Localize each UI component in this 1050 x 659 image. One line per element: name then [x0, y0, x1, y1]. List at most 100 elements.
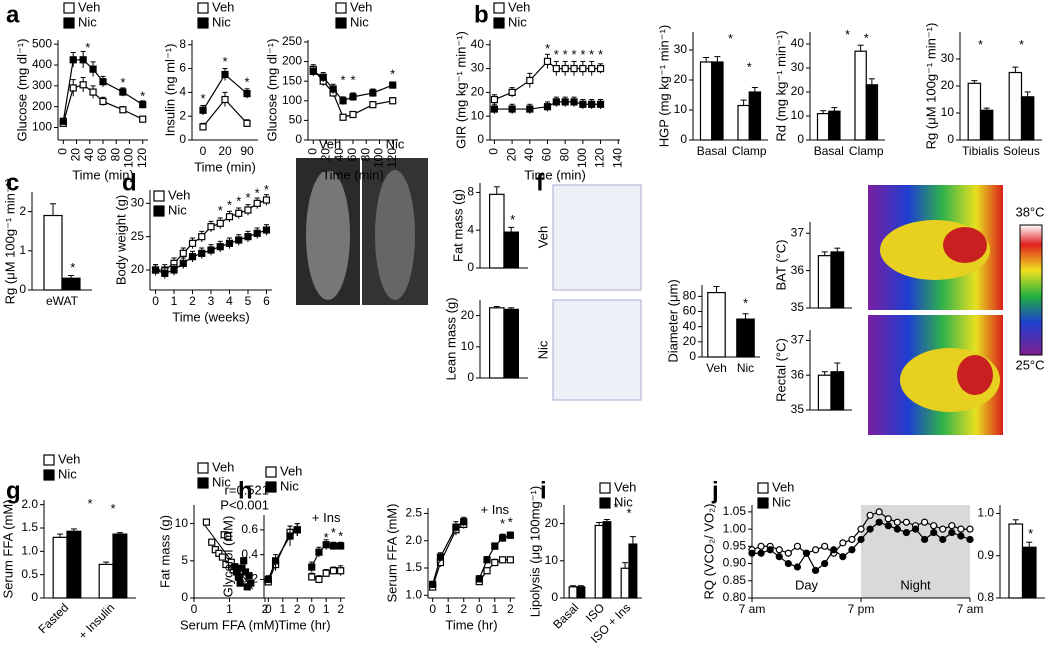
stat-label: r=0.521	[225, 482, 269, 497]
bar	[736, 318, 755, 358]
legend-swatch	[265, 466, 277, 478]
point	[99, 78, 107, 86]
annotation: *	[845, 27, 850, 42]
bar	[1020, 96, 1035, 141]
point	[875, 518, 883, 526]
x-tick-label: 0	[265, 602, 272, 616]
point	[244, 206, 252, 214]
y-tick-label: 20	[791, 84, 805, 98]
y-tick-label: 1.0	[21, 544, 38, 558]
point	[757, 549, 765, 557]
y-tick-label: 0.95	[723, 539, 747, 553]
y-tick-label: 0	[19, 282, 26, 296]
y-axis-label: Glycerol (mM)	[220, 516, 235, 598]
point	[866, 525, 874, 533]
legend-swatch	[43, 469, 55, 481]
point	[588, 64, 596, 73]
x-axis-label: Time (min)	[322, 167, 384, 182]
x-tick-label: 120	[593, 148, 607, 168]
x-tick-label: 80	[108, 148, 122, 162]
legend-swatch	[493, 2, 505, 14]
annotation: *	[510, 212, 515, 227]
point	[207, 246, 215, 254]
legend-label: Nic	[280, 478, 299, 493]
x-tick-label: 7 pm	[848, 602, 875, 616]
panel-label: d	[122, 169, 137, 196]
point	[199, 123, 207, 131]
y-tick-label: 4	[467, 222, 474, 236]
bar	[816, 112, 830, 141]
x-tick-label: 40	[82, 148, 96, 162]
point	[526, 105, 534, 113]
legend-swatch	[197, 462, 209, 474]
annotation: *	[545, 41, 550, 56]
point	[748, 549, 756, 557]
scale-label: 25°C	[1015, 357, 1044, 372]
y-tick-label: 1.05	[723, 504, 747, 518]
annotation: *	[598, 47, 603, 62]
point	[262, 196, 271, 204]
x-tick-label: 0	[487, 148, 501, 155]
bar	[620, 567, 630, 599]
y-tick-label: 30	[471, 61, 485, 75]
legend-label: Veh	[58, 451, 80, 466]
bar	[817, 255, 832, 309]
point	[315, 575, 323, 584]
bar	[1008, 71, 1023, 141]
annotation: *	[563, 47, 568, 62]
y-axis-label: BAT (°C)	[773, 240, 788, 291]
y-tick-label: 500	[32, 36, 52, 50]
legend-swatch	[153, 205, 165, 217]
legend-label: Veh	[78, 0, 100, 14]
bar	[1008, 523, 1024, 599]
point	[369, 89, 377, 97]
point	[337, 567, 345, 575]
bar	[594, 524, 604, 599]
point	[821, 542, 829, 550]
x-tick-label: 1	[445, 602, 452, 616]
bar	[737, 104, 750, 141]
annotation: *	[613, 500, 618, 515]
bar	[967, 82, 982, 141]
point	[948, 528, 956, 537]
y-tick-label: 0	[680, 132, 687, 146]
point	[490, 105, 499, 113]
point	[460, 518, 468, 526]
point	[225, 213, 234, 221]
y-tick-label: 50	[289, 113, 303, 127]
y-axis-label: Rd (mg kg⁻¹ min⁻¹)	[773, 30, 788, 141]
point	[235, 209, 243, 217]
point	[561, 64, 569, 73]
y-tick-label: 0.2	[241, 572, 258, 586]
point	[848, 546, 856, 554]
x-tick-label: 1	[491, 602, 498, 616]
y-axis-label: Rg (μM 100g⁻¹ min⁻¹)	[923, 23, 938, 150]
panel-label: h	[238, 477, 253, 504]
point	[59, 117, 67, 125]
y-tick-label: 20	[471, 85, 485, 99]
scale-label: 38°C	[1015, 204, 1044, 219]
legend-swatch	[63, 2, 75, 14]
legend-label: Veh	[508, 0, 530, 14]
x-tick-label: 2	[507, 602, 514, 616]
legend-swatch	[599, 497, 611, 509]
y-tick-label: 8	[467, 185, 474, 199]
point	[225, 239, 234, 247]
y-tick-label: 0	[477, 132, 484, 146]
point	[902, 518, 911, 526]
x-tick-label: 2	[262, 602, 269, 616]
y-tick-label: 0	[551, 590, 558, 604]
point	[939, 535, 947, 544]
point	[308, 573, 316, 581]
y-tick-label: 0.80	[723, 590, 747, 604]
point	[339, 113, 347, 121]
annotation: *	[110, 501, 115, 516]
y-axis-label: Fat mass (g)	[157, 515, 172, 588]
annotation: *	[331, 525, 336, 540]
legend-label: Nic	[508, 14, 527, 29]
x-tick-label: 80	[358, 148, 372, 162]
point	[579, 64, 587, 73]
series-line	[494, 60, 601, 101]
point	[875, 508, 883, 516]
x-axis-label: Time (min)	[524, 167, 586, 182]
